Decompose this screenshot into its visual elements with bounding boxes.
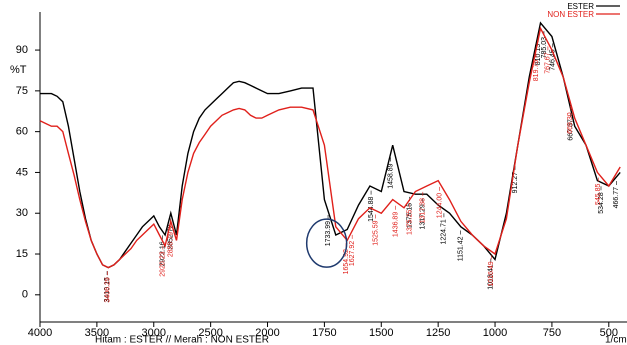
- peak-label: 767.67: [545, 52, 552, 74]
- highlight-circle: [305, 218, 348, 268]
- x-tick-label: 1500: [369, 327, 393, 339]
- y-tick-label: 90: [16, 44, 28, 56]
- peak-label: 1016.49: [488, 261, 495, 286]
- peak-label: 1244.00: [436, 193, 443, 218]
- peak-label: 1018.41: [488, 264, 495, 289]
- peak-label: 1525.59: [372, 220, 379, 245]
- peak-label: 1151.42: [457, 236, 464, 261]
- peak-label: 1436.89: [392, 212, 399, 237]
- peak-label: 1458.89: [387, 163, 394, 188]
- x-axis-unit: 1/cm: [605, 335, 627, 345]
- x-tick-label: 3500: [85, 327, 109, 339]
- y-tick-label: 0: [22, 289, 28, 301]
- x-tick-label: 2000: [255, 327, 279, 339]
- y-tick-label: 30: [16, 207, 28, 219]
- x-tick-label: 1750: [312, 327, 336, 339]
- y-axis-label: %T: [10, 64, 27, 76]
- x-tick-label: 2500: [198, 327, 222, 339]
- peak-label: 669.30: [567, 112, 574, 134]
- peak-label: 1375.25: [407, 210, 414, 235]
- peak-label: 667.37: [568, 119, 575, 141]
- peak-label: 3406.29: [104, 277, 111, 302]
- peak-label: 1224.71: [441, 219, 448, 244]
- peak-label: 1733.99: [325, 221, 332, 246]
- peak-label: 746.45: [550, 49, 557, 71]
- x-tick-label: 1250: [426, 327, 450, 339]
- x-tick-label: 4000: [28, 327, 52, 339]
- x-tick-label: 500: [600, 327, 618, 339]
- peak-label: 466.77: [613, 187, 620, 209]
- y-tick-label: 60: [16, 126, 28, 138]
- peak-label: 1317.38: [420, 198, 427, 223]
- y-tick-label: 15: [16, 248, 28, 260]
- y-tick-label: 45: [16, 166, 28, 178]
- x-tick-label: 1000: [483, 327, 507, 339]
- peak-label: 545.85: [595, 183, 602, 205]
- peak-label: 534.28: [598, 192, 605, 214]
- series-line: [39, 26, 621, 269]
- x-tick-label: 3000: [142, 327, 166, 339]
- peak-label: 1654.92: [343, 249, 350, 274]
- peak-label: 2922.16: [159, 241, 166, 266]
- peak-label: 912.27: [512, 172, 519, 194]
- peak-label: 2850.79: [168, 232, 175, 257]
- peak-label: 2852.72: [167, 224, 174, 249]
- x-tick-label: 750: [543, 327, 561, 339]
- peak-label: 1375.15: [407, 203, 414, 228]
- peak-label: 785.03: [541, 37, 548, 59]
- peak-label: 1627.92: [349, 241, 356, 266]
- peak-label: 1317.29: [420, 204, 427, 229]
- legend-label: NON ESTER: [547, 10, 594, 19]
- peak-label: 3410.15: [104, 277, 111, 302]
- peak-label: 819.75: [533, 60, 540, 82]
- legend-label: ESTER: [567, 2, 594, 11]
- peak-label: 2920.23: [160, 251, 167, 276]
- caption: Hitam : ESTER // Merah : NON ESTER: [95, 335, 269, 345]
- y-tick-label: 75: [16, 85, 28, 97]
- peak-label: 810.13: [535, 44, 542, 66]
